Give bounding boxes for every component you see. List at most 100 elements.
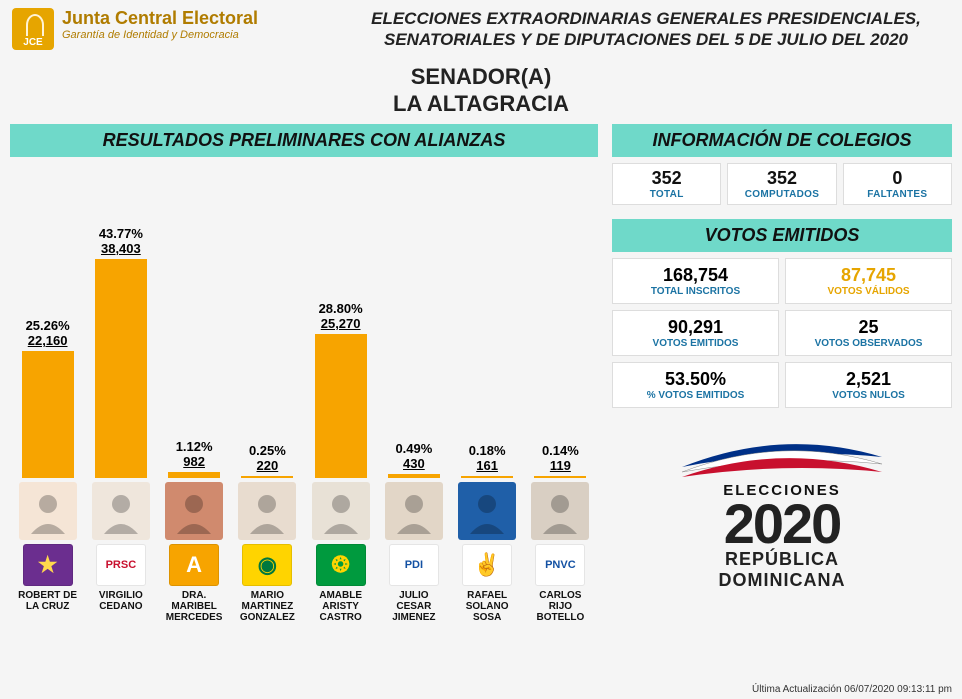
colleges-missing-value: 0	[846, 168, 949, 189]
bars-row: 25.26%22,160 43.77%38,403 1.12%982 0.25%220…	[10, 228, 598, 478]
results-header: RESULTADOS PRELIMINARES CON ALIANZAS	[10, 124, 598, 157]
top-bar: JCE Junta Central Electoral Garantía de …	[0, 0, 962, 55]
race-line2: LA ALTAGRACIA	[0, 90, 962, 118]
candidate-0: ★ ROBERT DELA CRUZ	[14, 478, 81, 643]
bar-label-0: 25.26%22,160	[26, 319, 70, 349]
bar-4: 28.80%25,270	[307, 302, 374, 478]
candidate-7: PNVC CARLOSRIJOBOTELLO	[527, 478, 594, 643]
votes-emitidos-label: VOTOS EMITIDOS	[615, 338, 776, 349]
header-line1: ELECCIONES EXTRAORDINARIAS GENERALES PRE…	[352, 8, 940, 29]
candidate-name: JULIOCESARJIMENEZ	[392, 590, 435, 623]
colleges-header: INFORMACIÓN DE COLEGIOS	[612, 124, 952, 157]
votes-pct-value: 53.50%	[615, 369, 776, 390]
candidate-3: ◉ MARIOMARTINEZGONZALEZ	[234, 478, 301, 643]
header-line2: SENATORIALES Y DE DIPUTACIONES DEL 5 DE …	[352, 29, 940, 50]
bar-7: 0.14%119	[527, 444, 594, 478]
votes-validos: 87,745 VOTOS VÁLIDOS	[785, 258, 952, 304]
candidate-1: PRSC VIRGILIOCEDANO	[87, 478, 154, 643]
votes-observados-value: 25	[788, 317, 949, 338]
colleges-total-value: 352	[615, 168, 718, 189]
colleges-computed-value: 352	[730, 168, 833, 189]
bar-label-3: 0.25%220	[249, 444, 286, 474]
votes-nulos: 2,521 VOTOS NULOS	[785, 362, 952, 408]
party-logo-icon: PRSC	[96, 544, 146, 586]
votes-nulos-label: VOTOS NULOS	[788, 390, 949, 401]
party-logo-icon: ✌	[462, 544, 512, 586]
bar-2: 1.12%982	[161, 440, 228, 478]
jce-logo-icon: JCE	[12, 8, 54, 50]
votes-pct: 53.50% % VOTOS EMITIDOS	[612, 362, 779, 408]
party-logo-icon: ❂	[316, 544, 366, 586]
bar-0: 25.26%22,160	[14, 319, 81, 477]
candidates-row: ★ ROBERT DELA CRUZ PRSC VIRGILIOCEDANO A DRA.…	[10, 478, 598, 643]
bar-label-5: 0.49%430	[395, 442, 432, 472]
votes-grid: 168,754 TOTAL INSCRITOS 87,745 VOTOS VÁL…	[612, 258, 952, 408]
colleges-total-label: TOTAL	[615, 189, 718, 200]
candidate-name: MARIOMARTINEZGONZALEZ	[240, 590, 295, 623]
votes-emitidos: 90,291 VOTOS EMITIDOS	[612, 310, 779, 356]
info-column: INFORMACIÓN DE COLEGIOS 352 TOTAL 352 CO…	[612, 118, 952, 643]
org-logo-block: JCE Junta Central Electoral Garantía de …	[12, 8, 352, 50]
bar-6: 0.18%161	[454, 444, 521, 478]
party-logo-icon: ★	[23, 544, 73, 586]
colleges-missing: 0 FALTANTES	[843, 163, 952, 205]
org-text: Junta Central Electoral Garantía de Iden…	[62, 8, 258, 41]
bar-label-6: 0.18%161	[469, 444, 506, 474]
party-logo-icon: PNVC	[535, 544, 585, 586]
votes-inscritos-value: 168,754	[615, 265, 776, 286]
candidate-name: DRA.MARIBELMERCEDES	[166, 590, 223, 623]
candidate-name: CARLOSRIJOBOTELLO	[536, 590, 584, 623]
race-line1: SENADOR(A)	[0, 63, 962, 91]
votes-inscritos-label: TOTAL INSCRITOS	[615, 286, 776, 297]
bar-label-4: 28.80%25,270	[319, 302, 363, 332]
header-title: ELECCIONES EXTRAORDINARIAS GENERALES PRE…	[352, 8, 950, 51]
results-chart: 25.26%22,160 43.77%38,403 1.12%982 0.25%220…	[10, 163, 598, 643]
jce-logo-label: JCE	[23, 37, 42, 48]
colleges-computed: 352 COMPUTADOS	[727, 163, 836, 205]
votes-validos-label: VOTOS VÁLIDOS	[788, 286, 949, 297]
elections-sub1: REPÚBLICA	[612, 549, 952, 570]
colleges-total: 352 TOTAL	[612, 163, 721, 205]
last-update-timestamp: Última Actualización 06/07/2020 09:13:11…	[752, 684, 952, 695]
bar-rect-4	[315, 334, 367, 478]
votes-emitidos-value: 90,291	[615, 317, 776, 338]
candidate-6: ✌ RAFAELSOLANOSOSA	[454, 478, 521, 643]
candidate-avatar-icon	[238, 482, 296, 540]
candidate-4: ❂AMABLEARISTYCASTRO	[307, 478, 374, 643]
race-title: SENADOR(A) LA ALTAGRACIA	[0, 63, 962, 118]
votes-observados-label: VOTOS OBSERVADOS	[788, 338, 949, 349]
bar-3: 0.25%220	[234, 444, 301, 478]
candidate-name: ROBERT DELA CRUZ	[18, 590, 77, 612]
bar-label-1: 43.77%38,403	[99, 227, 143, 257]
candidate-avatar-icon	[312, 482, 370, 540]
party-logo-icon: A	[169, 544, 219, 586]
elections-sub2: DOMINICANA	[612, 570, 952, 591]
elections-year: 2020	[612, 499, 952, 549]
bar-rect-0	[22, 351, 74, 477]
org-tagline: Garantía de Identidad y Democracia	[62, 29, 258, 41]
candidate-avatar-icon	[531, 482, 589, 540]
bar-label-2: 1.12%982	[176, 440, 213, 470]
colleges-missing-label: FALTANTES	[846, 189, 949, 200]
flag-swoosh-icon	[672, 422, 892, 482]
party-logo-icon: ◉	[242, 544, 292, 586]
candidate-avatar-icon	[165, 482, 223, 540]
candidate-avatar-icon	[92, 482, 150, 540]
votes-header: VOTOS EMITIDOS	[612, 219, 952, 252]
votes-pct-label: % VOTOS EMITIDOS	[615, 390, 776, 401]
colleges-grid: 352 TOTAL 352 COMPUTADOS 0 FALTANTES	[612, 163, 952, 205]
colleges-computed-label: COMPUTADOS	[730, 189, 833, 200]
candidate-name: VIRGILIOCEDANO	[99, 590, 143, 612]
votes-inscritos: 168,754 TOTAL INSCRITOS	[612, 258, 779, 304]
bar-rect-1	[95, 259, 147, 478]
bar-1: 43.77%38,403	[87, 227, 154, 478]
candidate-avatar-icon	[385, 482, 443, 540]
party-logo-icon: PDI	[389, 544, 439, 586]
bar-label-7: 0.14%119	[542, 444, 579, 474]
votes-nulos-value: 2,521	[788, 369, 949, 390]
elections-2020-logo: ELECCIONES 2020 REPÚBLICA DOMINICANA	[612, 422, 952, 591]
candidate-name: RAFAELSOLANOSOSA	[466, 590, 509, 623]
votes-validos-value: 87,745	[788, 265, 949, 286]
candidate-5: PDI JULIOCESARJIMENEZ	[380, 478, 447, 643]
candidate-2: A DRA.MARIBELMERCEDES	[161, 478, 228, 643]
